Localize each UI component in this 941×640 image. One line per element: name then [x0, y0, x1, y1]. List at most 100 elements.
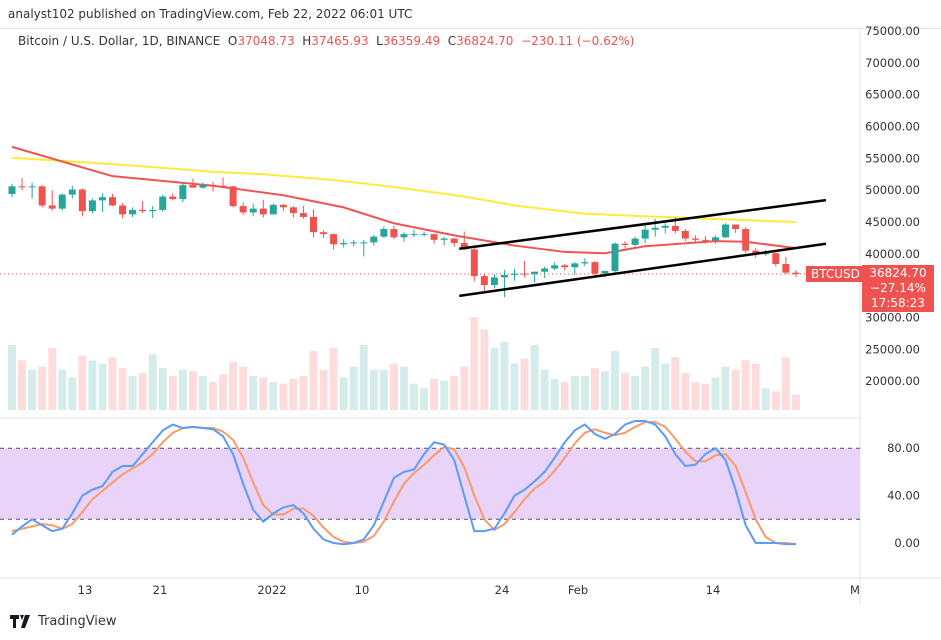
volume-bar	[510, 363, 519, 410]
volume-bar	[38, 366, 47, 410]
candle	[310, 209, 317, 238]
tradingview-logo-icon	[10, 615, 30, 628]
volume-bar	[661, 363, 670, 410]
low-value: 36359.49	[382, 34, 441, 48]
candle-body	[98, 197, 106, 201]
candle-body	[601, 271, 609, 274]
channel-lower-line	[459, 242, 827, 298]
volume-bar	[399, 366, 408, 410]
candle	[410, 229, 418, 238]
tradingview-logo[interactable]: TradingView	[10, 614, 117, 629]
volume-bar	[751, 363, 760, 410]
candle-body	[380, 229, 388, 237]
time-tick-label: 13	[78, 583, 93, 597]
candle-body	[641, 229, 649, 239]
volume-bar	[530, 344, 539, 410]
volume-bar	[470, 317, 479, 410]
candle	[179, 181, 187, 203]
candle-body	[28, 186, 36, 188]
volume-bar	[460, 366, 469, 410]
candle	[701, 236, 709, 244]
candle-body	[38, 186, 46, 206]
candle-body	[179, 185, 187, 200]
chart-frame[interactable]	[0, 28, 941, 605]
time-tick-label: 14	[706, 583, 721, 597]
candle-body	[551, 265, 559, 269]
candle	[440, 236, 448, 246]
price-tick-label: 70000.00	[865, 56, 920, 70]
volume-bar	[641, 366, 650, 410]
published-header: analyst102 published on TradingView.com,…	[8, 7, 413, 21]
candle-body	[189, 185, 197, 188]
candle-body	[792, 272, 800, 275]
candle-body	[511, 273, 518, 275]
candle-body	[762, 253, 770, 255]
price-tick-label: 75000.00	[865, 24, 920, 38]
candle-body	[310, 216, 317, 233]
volume-bar	[520, 358, 529, 410]
candle-body	[289, 207, 297, 214]
candle-body	[370, 236, 378, 243]
volume-bar	[560, 382, 569, 410]
candle	[541, 266, 549, 279]
volume-bar	[279, 383, 288, 410]
candle	[641, 225, 649, 244]
candle-body	[420, 234, 428, 236]
volume-bar	[651, 348, 660, 410]
price-tick-label: 60000.00	[865, 120, 920, 134]
volume-bar	[168, 375, 177, 410]
price-tick-label: 25000.00	[865, 342, 920, 356]
candle	[18, 178, 26, 191]
candle-body	[430, 234, 438, 240]
volume-bar	[671, 357, 680, 410]
candle-body	[450, 238, 458, 244]
candle	[109, 193, 116, 207]
volume-bar	[239, 366, 248, 410]
volume-bar	[118, 368, 127, 410]
candle	[480, 274, 488, 293]
stoch-d-line	[11, 421, 797, 546]
candle-body	[68, 189, 76, 195]
volume-bar	[570, 375, 579, 410]
fast-moving-average-line	[11, 145, 797, 255]
brand-name: TradingView	[38, 614, 117, 629]
candle-body	[18, 186, 26, 188]
candle	[129, 207, 137, 217]
candle-body	[581, 262, 589, 264]
candle	[511, 269, 518, 281]
candle-body	[109, 197, 116, 206]
candle-body	[742, 229, 750, 251]
candle	[340, 239, 348, 248]
volume-bar	[299, 375, 308, 410]
candle	[712, 235, 719, 244]
candle	[792, 269, 800, 278]
volume-bar	[691, 382, 700, 410]
volume-bar	[229, 361, 238, 410]
candle-body	[199, 185, 207, 188]
price-tick-label: 40000.00	[865, 247, 920, 261]
candle-body	[279, 204, 287, 208]
candle	[742, 227, 750, 254]
candle-body	[159, 196, 167, 210]
volume-bar	[339, 377, 348, 410]
candle	[28, 182, 36, 199]
volume-bar	[761, 388, 770, 410]
candle-body	[611, 243, 619, 272]
candle-body	[330, 234, 338, 245]
candle-body	[591, 262, 599, 274]
candle	[88, 198, 96, 214]
channel-upper-line	[459, 198, 827, 250]
candle	[611, 242, 619, 273]
candle	[360, 239, 368, 257]
volume-bar	[781, 357, 790, 410]
candle	[561, 264, 569, 271]
candle	[500, 269, 508, 298]
candle-body	[269, 204, 277, 215]
candle	[209, 181, 217, 192]
candle	[219, 177, 227, 188]
volume-bar	[590, 368, 599, 410]
volume-bar	[410, 383, 418, 410]
candle-body	[782, 264, 790, 273]
candle-body	[521, 273, 529, 275]
